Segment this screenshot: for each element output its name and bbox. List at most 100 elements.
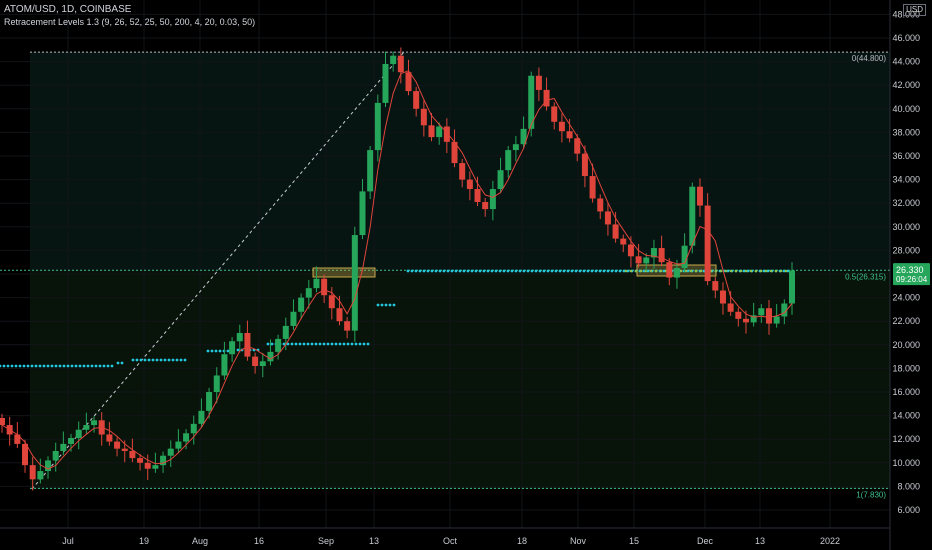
indicator-dot <box>163 358 167 362</box>
indicator-dot <box>392 303 396 307</box>
indicator-dot <box>143 358 147 362</box>
indicator-dot <box>151 358 155 362</box>
indicator-dot <box>2 364 6 368</box>
candle <box>290 311 297 326</box>
candle <box>190 423 197 434</box>
price-tick: 48.000 <box>892 9 920 19</box>
indicator-dot <box>470 269 474 273</box>
indicator-dot <box>530 269 534 273</box>
time-label: Sep <box>318 536 334 546</box>
candle <box>489 189 496 210</box>
indicator-dot <box>784 269 788 273</box>
candle <box>397 55 404 73</box>
candle <box>152 465 159 469</box>
price-tick: 38.000 <box>892 127 920 137</box>
indicator-dot <box>210 349 214 353</box>
indicator-dot <box>662 269 666 273</box>
price-tick: 8.000 <box>897 481 920 491</box>
indicator-dot <box>566 269 570 273</box>
indicator-legend[interactable]: Retracement Levels 1.3 (9, 26, 52, 25, 5… <box>4 17 256 27</box>
candle <box>121 448 128 451</box>
time-label: Dec <box>697 536 714 546</box>
indicator-dot <box>302 342 306 346</box>
indicator-dot <box>406 269 410 273</box>
indicator-dot <box>6 364 10 368</box>
candle <box>758 308 765 316</box>
candle <box>60 443 67 451</box>
indicator-dot <box>694 269 698 273</box>
indicator-dot <box>590 269 594 273</box>
indicator-dot <box>106 364 110 368</box>
time-label: 19 <box>139 536 149 546</box>
indicator-dot <box>654 269 658 273</box>
candle <box>773 316 780 324</box>
indicator-dot <box>719 269 723 273</box>
indicator-dot <box>490 269 494 273</box>
candle <box>474 189 481 203</box>
candle <box>635 256 642 264</box>
candle <box>198 410 205 424</box>
indicator-dot <box>42 364 46 368</box>
indicator-dot <box>314 342 318 346</box>
indicator-dot <box>639 269 643 273</box>
indicator-dot <box>66 364 70 368</box>
indicator-dot <box>742 269 746 273</box>
indicator-dot <box>606 269 610 273</box>
candle <box>612 224 619 239</box>
candle <box>359 191 366 236</box>
indicator-dot <box>78 364 82 368</box>
indicator-dot <box>749 269 753 273</box>
indicator-dot <box>139 358 143 362</box>
candle <box>22 443 29 466</box>
indicator-dot <box>159 358 163 362</box>
candle <box>789 270 795 304</box>
upper-zone-fill <box>30 52 890 271</box>
indicator-dot <box>98 364 102 368</box>
indicator-dot <box>610 269 614 273</box>
indicator-dot <box>458 269 462 273</box>
indicator-dot <box>94 364 98 368</box>
indicator-dot <box>147 358 151 362</box>
candle <box>765 308 772 324</box>
indicator-dot <box>482 269 486 273</box>
grid <box>0 0 890 528</box>
indicator-dot <box>686 269 690 273</box>
indicator-dot <box>354 342 358 346</box>
candle <box>305 288 312 298</box>
currency-badge[interactable]: USD <box>903 4 926 16</box>
candle <box>750 315 757 323</box>
candle <box>259 361 266 367</box>
candle <box>673 268 680 278</box>
level-top-label: 0(44.800) <box>852 54 887 63</box>
candle <box>52 451 59 461</box>
candle <box>175 441 182 449</box>
candle <box>351 235 358 331</box>
indicator-dot <box>649 269 653 273</box>
indicator-dot <box>175 358 179 362</box>
indicator-dot <box>330 342 334 346</box>
indicator-dot <box>510 269 514 273</box>
candle <box>512 144 519 151</box>
candle <box>727 303 734 312</box>
indicator-dot <box>236 348 240 352</box>
indicator-dot <box>634 269 638 273</box>
candle <box>37 471 44 480</box>
indicator-dot <box>744 269 748 273</box>
candle <box>742 318 749 323</box>
indicator-dot <box>384 303 388 307</box>
indicator-dot <box>762 269 766 273</box>
candle <box>367 150 374 192</box>
indicator-dot <box>699 269 703 273</box>
indicator-dot <box>318 342 322 346</box>
indicator-dot <box>282 342 286 346</box>
indicator-dot <box>362 342 366 346</box>
candle <box>574 138 581 154</box>
indicator-dot <box>418 269 422 273</box>
indicator-dot <box>50 364 54 368</box>
price-tick: 34.000 <box>892 175 920 185</box>
indicator-dot <box>506 269 510 273</box>
candle <box>735 311 742 319</box>
candle <box>689 186 696 246</box>
candle <box>144 462 151 469</box>
